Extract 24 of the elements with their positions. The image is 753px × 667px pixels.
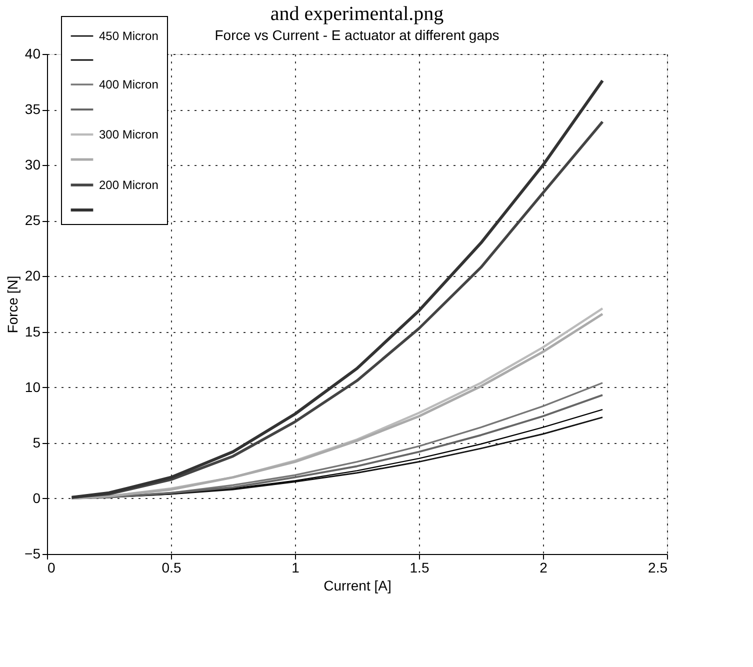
x-tick-label: 0.5 [162,560,182,576]
y-axis-title: Force [N] [4,276,21,334]
y-tick-label: 10 [24,378,41,395]
x-tick-label: 1.5 [410,560,430,576]
y-tick-label: 30 [24,156,41,173]
y-tick-label: 15 [24,323,41,340]
y-tick-label: 20 [24,268,41,284]
x-axis-title: Current [A] [324,578,392,594]
y-tick-label: 25 [24,212,41,228]
legend-label: 300 Micron [99,128,158,142]
y-tick-label: 0 [32,490,41,506]
y-tick-label: 40 [24,46,41,62]
x-tick-label: 2.5 [648,560,668,576]
x-tick-label: 0 [48,560,56,576]
legend-label: 450 Micron [99,29,158,43]
y-tick-label: −5 [24,546,41,562]
text: and experimental.png [270,3,444,25]
legend-label: 400 Micron [99,78,158,92]
y-tick-label: 35 [24,101,41,118]
x-tick-label: 1 [292,560,300,576]
x-tick-label: 2 [540,560,548,576]
legend-label: 200 Micron [99,178,158,192]
y-tick-label: 5 [32,434,41,450]
chart-title: Force vs Current - E actuator at different gaps [214,27,500,43]
